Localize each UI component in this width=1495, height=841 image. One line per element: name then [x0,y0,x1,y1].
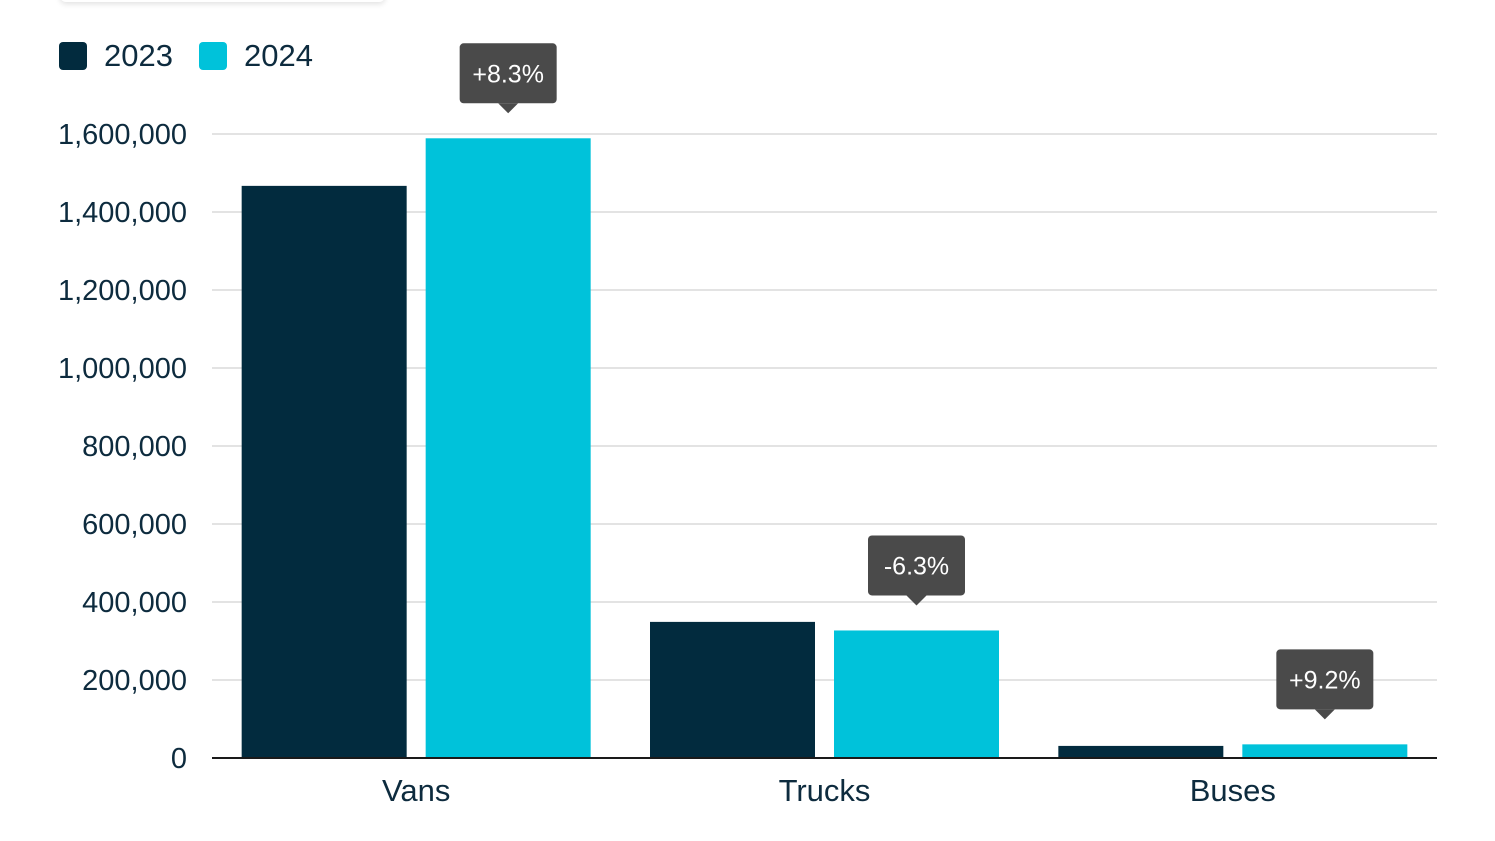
bar-trucks-2023 [650,621,815,758]
bar-vans-2023 [241,185,407,758]
bar-buses-2024 [1242,744,1408,758]
callout-label-vans: +8.3% [472,60,544,88]
y-tick-label-8: 1,600,000 [58,119,187,151]
x-tick-label-buses: Buses [1190,773,1276,808]
bar-buses-2023 [1058,745,1224,758]
y-tick-label-4: 800,000 [82,431,187,463]
bar-trucks-2024 [834,630,999,758]
bar-vans-2024 [425,138,591,759]
card-edge [60,0,385,2]
y-tick-label-0: 0 [171,743,187,775]
chart-legend: 2023 2024 [59,38,339,74]
y-tick-label-5: 1,000,000 [58,353,187,385]
callout-label-trucks: -6.3% [884,552,949,580]
y-tick-label-2: 400,000 [82,587,187,619]
callout-box-buses [1276,649,1374,710]
y-tick-label-7: 1,400,000 [58,197,187,229]
x-tick-label-vans: Vans [382,773,450,808]
y-tick-label-6: 1,200,000 [58,275,187,307]
callout-label-buses: +9.2% [1289,666,1361,694]
legend-item-2023[interactable]: 2023 [59,38,173,74]
y-tick-label-3: 600,000 [82,509,187,541]
legend-label-2023: 2023 [104,38,173,73]
callout-box-vans [459,43,557,104]
y-tick-label-1: 200,000 [82,665,187,697]
callout-pointer-vans [498,103,519,114]
legend-label-2024: 2024 [243,38,313,73]
x-tick-label-trucks: Trucks [779,773,871,808]
callout-box-trucks [868,535,965,596]
legend-item-2024[interactable]: 2024 [198,38,313,74]
callout-pointer-trucks [906,595,927,606]
legend-swatch-2023 [59,42,87,70]
legend-swatch-2024 [198,42,227,70]
callout-pointer-buses [1314,709,1335,720]
